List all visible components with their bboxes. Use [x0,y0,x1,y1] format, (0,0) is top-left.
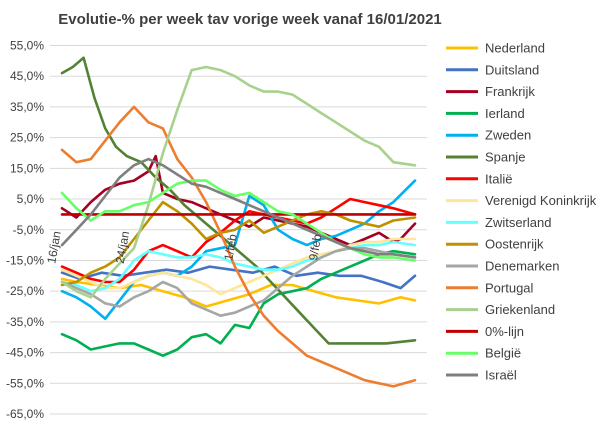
legend-item: Griekenland [446,302,555,317]
legend-label: Duitsland [485,62,539,77]
legend-label: Oostenrijk [485,237,544,252]
legend-item: Ierland [446,106,525,121]
legend-item: Nederland [446,41,545,56]
legend-item: België [446,346,521,361]
x-axis-tick-labels: 16/jan 24/jan 1/feb 9/feb [44,230,324,265]
legend: Nederland Duitsland Frankrijk Ierland Zweden… [446,41,597,383]
legend-item: Italië [446,171,512,186]
legend-label: België [485,346,521,361]
y-tick-label: -45,0% [6,346,44,360]
legend-item: Portugal [446,280,534,295]
y-tick-label: -5,0% [13,223,45,237]
series-line-duitsland [60,265,417,290]
chart-title: Evolutie-% per week tav vorige week vana… [58,11,442,28]
y-axis-tick-labels: 55,0% 45,0% 35,0% 25,0% 15,0% 5,0% -5,0% -15,0%… [6,39,44,422]
legend-item: Spanje [446,150,525,165]
legend-item: Verenigd Koninkrijk [446,193,597,208]
series-line-isra-l [60,157,417,259]
legend-item: Israël [446,368,517,383]
y-tick-label: 5,0% [17,192,45,206]
x-tick-label: 1/feb [221,233,239,262]
legend-item: Frankrijk [446,84,535,99]
y-tick-label: -55,0% [6,376,44,390]
legend-item: Oostenrijk [446,237,544,252]
series-line-oostenrijk [60,200,417,287]
x-tick-label: 9/feb [306,233,324,262]
legend-label: Ierland [485,106,525,121]
y-tick-label: 25,0% [10,131,44,145]
legend-label: Nederland [485,41,545,56]
legend-item: 0%-lijn [446,324,524,339]
legend-label: Verenigd Koninkrijk [485,193,597,208]
legend-label: 0%-lijn [485,324,524,339]
legend-label: Frankrijk [485,84,535,99]
legend-label: Spanje [485,150,525,165]
legend-label: Zwitserland [485,215,551,230]
gridlines [50,45,427,415]
legend-label: Israël [485,368,517,383]
y-tick-label: -15,0% [6,253,44,267]
y-tick-label: -35,0% [6,315,44,329]
series-line-itali- [60,197,417,284]
y-tick-label: 35,0% [10,100,44,114]
legend-item: Zwitserland [446,215,551,230]
y-tick-label: 55,0% [10,39,44,53]
legend-label: Italië [485,171,512,186]
legend-label: Zweden [485,128,531,143]
series-line-verenigd-koninkrijk [60,237,417,296]
y-tick-label: 45,0% [10,69,44,83]
legend-label: Denemarken [485,259,559,274]
y-tick-label: -25,0% [6,284,44,298]
series-line-portugal [60,105,417,388]
x-tick-label: 24/jan [113,230,132,265]
plot-series [60,56,417,388]
legend-label: Griekenland [485,302,555,317]
series-line-zweden [60,179,417,321]
series-line-ierland [60,249,417,357]
legend-item: Duitsland [446,62,539,77]
x-tick-label: 16/jan [44,230,63,265]
legend-item: Zweden [446,128,531,143]
legend-label: Portugal [485,280,534,295]
legend-item: Denemarken [446,259,559,274]
y-tick-label: -65,0% [6,407,44,421]
y-tick-label: 15,0% [10,161,44,175]
series-line-griekenland [60,65,417,299]
